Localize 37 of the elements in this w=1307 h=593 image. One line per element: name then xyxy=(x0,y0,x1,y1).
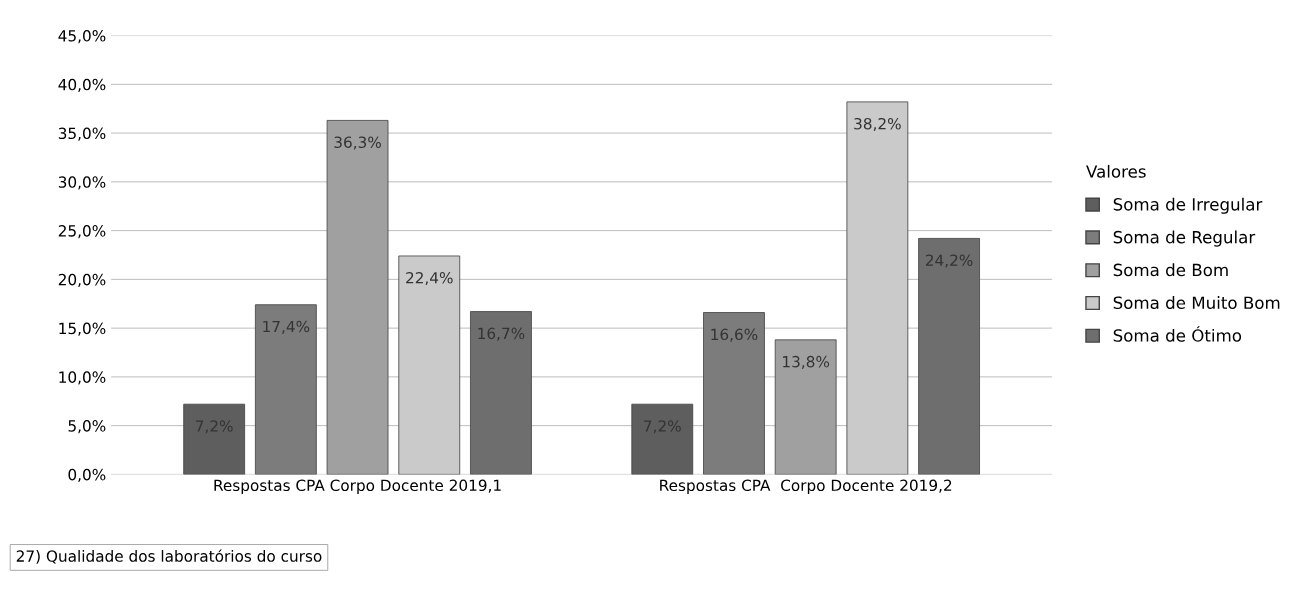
x-tick-label: Respostas CPA Corpo Docente 2019,1 xyxy=(214,479,501,495)
bar xyxy=(254,304,317,475)
bar xyxy=(398,255,461,475)
data-label: 13,8% xyxy=(783,355,830,369)
bar xyxy=(846,101,909,475)
bar xyxy=(470,311,532,475)
bar xyxy=(183,403,246,475)
y-tick-label: 20,0% xyxy=(58,273,106,287)
data-label: 36,3% xyxy=(334,136,381,150)
bar xyxy=(326,120,389,475)
y-tick-label: 10,0% xyxy=(59,371,106,385)
y-tick-label: 15,0% xyxy=(59,322,106,336)
data-label: 38,2% xyxy=(854,117,901,132)
legend-label: Soma de Ótimo xyxy=(1113,326,1242,342)
bar xyxy=(631,403,694,475)
legend-title: Valores xyxy=(1086,164,1146,178)
x-tick-label: Respostas CPA Corpo Docente 2019,2 xyxy=(660,479,952,495)
y-tick-label: 5,0% xyxy=(68,420,106,434)
data-label: 17,4% xyxy=(263,320,310,334)
y-tick-label: 0,0% xyxy=(68,468,106,482)
data-label: 24,2% xyxy=(925,254,973,268)
legend-label: Soma de Muito Bom xyxy=(1113,296,1280,310)
legend-label: Soma de Regular xyxy=(1113,230,1256,247)
legend-label: Soma de Irregular xyxy=(1113,197,1263,214)
text: 27) Qualidade dos laboratórios do curso xyxy=(16,549,322,564)
y-tick-label: 45,0% xyxy=(58,30,106,44)
data-label: 16,6% xyxy=(711,328,758,342)
data-label: 16,7% xyxy=(478,327,525,341)
data-label: 22,4% xyxy=(406,272,453,286)
bar xyxy=(703,312,765,475)
y-tick-label: 40,0% xyxy=(58,78,106,92)
bar xyxy=(774,339,837,475)
y-tick-label: 30,0% xyxy=(58,176,106,190)
y-tick-label: 25,0% xyxy=(58,225,106,239)
y-tick-label: 35,0% xyxy=(58,127,106,141)
bar xyxy=(918,237,980,475)
legend-label: Soma de Bom xyxy=(1113,263,1228,277)
